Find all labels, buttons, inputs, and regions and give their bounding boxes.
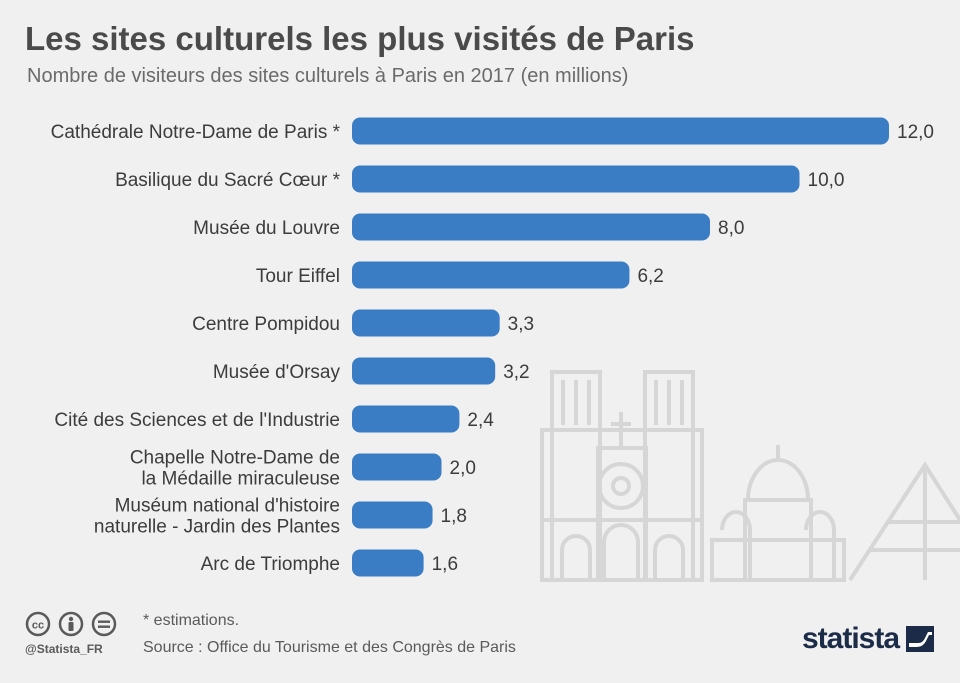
value-label-3: 6,2 [637,266,663,287]
bar-5 [352,357,496,385]
category-label-3: Tour Eiffel [256,266,340,287]
nd-icon [91,611,117,637]
landmarks-illustration [540,370,960,582]
statista-brand[interactable]: statista [802,622,900,655]
bar-0 [352,117,889,145]
louvre-pyramid-drawing [848,461,960,582]
category-label-4: Centre Pompidou [192,314,340,335]
value-label-4: 3,3 [508,314,534,335]
category-label-0: Cathédrale Notre-Dame de Paris * [51,122,341,143]
bar-2 [352,213,710,241]
source-note: Source : Office du Tourisme et des Congr… [143,639,516,656]
value-label-5: 3,2 [503,362,529,383]
bar-7 [352,453,442,481]
value-label-0: 12,0 [897,122,934,143]
value-label-1: 10,0 [808,170,845,191]
sacre-coeur-drawing [710,445,846,582]
bar-6 [352,405,460,433]
chart-title: Les sites culturels les plus visités de … [25,20,695,57]
bar-8 [352,501,433,529]
bar-chart: 12,0 Cathédrale Notre-Dame de Paris * 10,0… [51,117,960,582]
bar-3 [352,261,630,289]
twitter-handle: @Statista_FR [25,642,103,656]
bar-9 [352,549,424,577]
cc-icon: cc [25,611,51,637]
chart-subtitle: Nombre de visiteurs des sites culturels … [27,65,629,87]
value-label-6: 2,4 [467,410,494,431]
license-icons: cc [25,611,117,637]
value-label-2: 8,0 [718,218,744,239]
value-label-9: 1,6 [432,554,458,575]
footnote: * estimations. [143,612,240,629]
notre-dame-drawing [540,370,704,582]
category-label-5: Musée d'Orsay [213,362,341,383]
category-label-6: Cité des Sciences et de l'Industrie [54,410,340,431]
bar-4 [352,309,500,337]
category-label-2: Musée du Louvre [193,218,340,239]
bars-layer: 12,0 Cathédrale Notre-Dame de Paris * 10,0… [51,117,934,577]
category-label-1: Basilique du Sacré Cœur * [115,170,341,191]
bar-1 [352,165,800,193]
category-label-9: Arc de Triomphe [201,554,340,575]
by-icon [58,611,84,637]
category-label-7: Chapelle Notre-Dame de la Médaille miracu… [130,448,340,490]
value-label-7: 2,0 [450,458,476,479]
statista-logo-icon [906,626,934,652]
svg-text:cc: cc [32,620,44,632]
value-label-8: 1,8 [441,506,467,527]
category-label-8: Muséum national d'histoire naturelle - Ja… [94,496,340,538]
